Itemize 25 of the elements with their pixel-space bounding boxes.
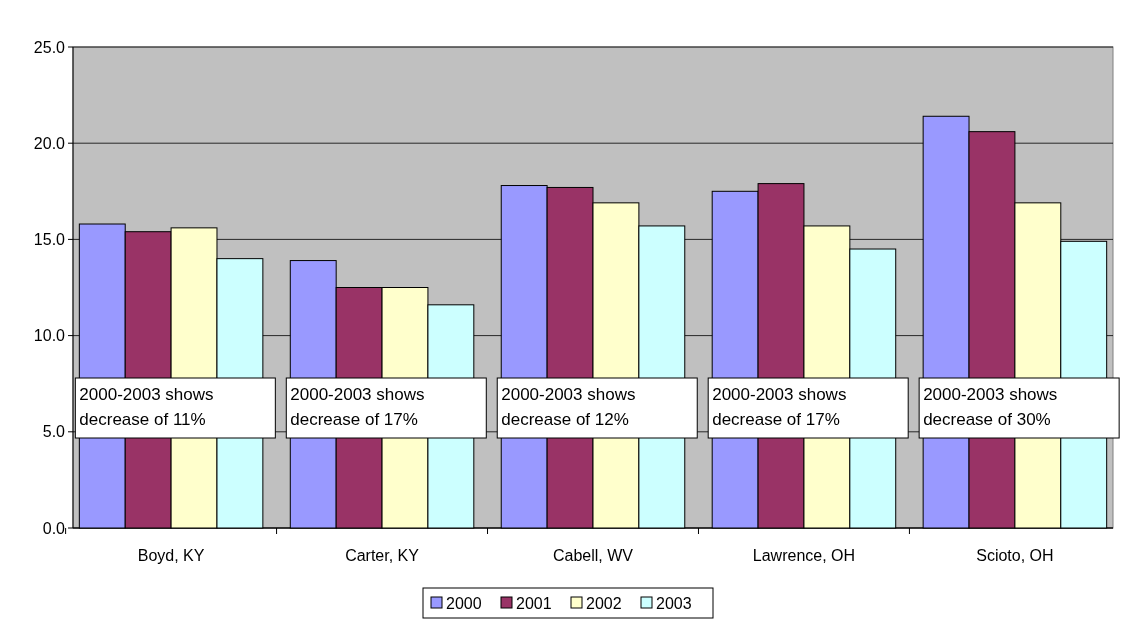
- x-tick-label: Scioto, OH: [976, 547, 1054, 564]
- legend-label: 2000: [446, 595, 482, 612]
- y-tick-label: 0.0: [42, 519, 66, 537]
- annotation: 2000-2003 shows decrease of 12%: [501, 385, 636, 429]
- legend-label: 2001: [516, 595, 552, 612]
- legend-label: 2002: [586, 595, 622, 612]
- y-tick-label: 20.0: [33, 134, 66, 152]
- y-tick-label: 10.0: [33, 327, 66, 345]
- y-tick-label: 25.0: [33, 38, 66, 56]
- annotation: 2000-2003 shows decrease of 17%: [712, 385, 847, 429]
- note-box: 2000-2003 shows decrease of 30%: [918, 377, 1120, 439]
- note-box: 2000-2003 shows decrease of 11%: [74, 377, 276, 439]
- x-tick-label: Lawrence, OH: [752, 547, 856, 564]
- annotation: 2000-2003 shows decrease of 11%: [79, 385, 214, 429]
- y-tick-label: 15.0: [33, 231, 66, 248]
- y-tick-label: 5.0: [42, 423, 66, 441]
- note-box: 2000-2003 shows decrease of 12%: [496, 377, 698, 439]
- note-box: 2000-2003 shows decrease of 17%: [707, 377, 909, 439]
- x-tick-label: Carter, KY: [345, 547, 420, 564]
- legend-label: 2003: [656, 595, 692, 612]
- x-tick-label: Boyd, KY: [137, 547, 205, 564]
- annotation: 2000-2003 shows decrease of 17%: [290, 385, 425, 429]
- x-tick-label: Cabell, WV: [552, 547, 634, 564]
- note-box: 2000-2003 shows decrease of 17%: [285, 377, 487, 439]
- annotation: 2000-2003 shows decrease of 30%: [923, 385, 1058, 429]
